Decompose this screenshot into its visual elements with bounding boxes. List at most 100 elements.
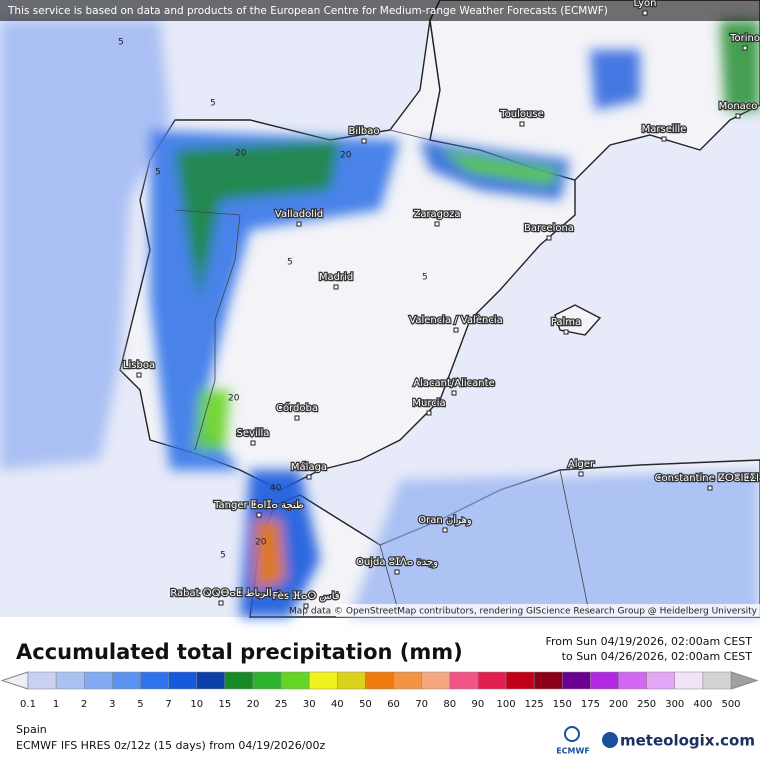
- city-label: Lisboa: [123, 360, 155, 371]
- banner-bg: [0, 0, 760, 21]
- map-credit: Map data © OpenStreetMap contributors, r…: [289, 607, 758, 617]
- legend-under: [0, 671, 29, 690]
- city-label: Alacant/Alicante: [413, 378, 494, 389]
- city-marker: [256, 512, 262, 518]
- city-label: Toulouse: [499, 109, 543, 120]
- contour-label: 40: [270, 484, 282, 494]
- city-label: Fès ⴼⴰⵙ فاس: [272, 590, 339, 602]
- legend-swatch: [477, 671, 507, 690]
- legend-label: 10: [190, 699, 203, 710]
- legend-label: 150: [553, 699, 572, 710]
- legend-swatch: [224, 671, 254, 690]
- legend-label: 50: [359, 699, 372, 710]
- period-from: From Sun 04/19/2026, 02:00am CEST: [545, 635, 752, 648]
- legend-swatch: [618, 671, 647, 690]
- legend-label: 400: [693, 699, 712, 710]
- legend-swatch: [308, 671, 338, 690]
- legend-label: 7: [165, 699, 171, 710]
- city-marker: [296, 221, 302, 227]
- legend-label: 200: [609, 699, 628, 710]
- contour-label: 5: [422, 273, 428, 283]
- legend-swatch: [393, 671, 422, 690]
- city-label: Torino: [729, 33, 760, 44]
- city-label: Bilbao: [348, 126, 379, 137]
- city-label: Oujda ⵓⵊⴷⴰ وجدة: [356, 557, 438, 568]
- legend-label: 70: [415, 699, 428, 710]
- city-marker: [578, 471, 584, 477]
- title: Accumulated total precipitation (mm): [16, 640, 463, 664]
- legend-label: 0.1: [20, 699, 36, 710]
- city-marker: [735, 113, 741, 119]
- contour-label: 5: [118, 38, 124, 48]
- legend-swatch: [140, 671, 169, 690]
- city-marker: [361, 138, 367, 144]
- legend-swatch: [590, 671, 619, 690]
- borders: [174, 129, 591, 618]
- contour-label: 20: [340, 151, 352, 161]
- legend-label: 250: [637, 699, 656, 710]
- city-label: Zaragoza: [413, 209, 460, 220]
- city-marker: [434, 221, 440, 227]
- credit-bg: [336, 604, 760, 617]
- legend-label: 15: [218, 699, 231, 710]
- city-marker: [661, 136, 667, 142]
- city-label: Palma: [551, 317, 581, 328]
- region: Spain: [16, 723, 47, 736]
- city-marker: [707, 485, 713, 491]
- legend-label: 1: [53, 699, 59, 710]
- city-label: Sevilla: [237, 428, 270, 439]
- city-marker: [136, 372, 142, 378]
- city-marker: [294, 415, 300, 421]
- city-marker: [306, 474, 312, 480]
- city-label: Oran وهران: [418, 515, 472, 526]
- city-label: Barcelona: [524, 223, 574, 234]
- city-marker: [303, 603, 309, 609]
- city-marker: [453, 327, 459, 333]
- legend-label: 90: [472, 699, 485, 710]
- legend-label: 30: [303, 699, 316, 710]
- legend-swatch: [252, 671, 282, 690]
- legend-swatch: [83, 671, 113, 690]
- legend-label: 300: [665, 699, 684, 710]
- city-marker: [546, 235, 552, 241]
- city-label: Córdoba: [276, 402, 318, 414]
- contour-label: 20: [228, 394, 240, 404]
- contour-label: 20: [235, 149, 247, 159]
- legend-swatch: [702, 671, 732, 690]
- contour-label: 5: [220, 551, 226, 561]
- city-label: Madrid: [319, 272, 353, 283]
- legend-swatch: [27, 671, 57, 690]
- city-label: Monaco: [719, 101, 758, 112]
- legend-label: 175: [581, 699, 600, 710]
- legend-label: 500: [721, 699, 740, 710]
- city-marker: [642, 10, 648, 16]
- brand-logo: meteologix.com: [620, 732, 755, 750]
- city-marker: [563, 329, 569, 335]
- contour-label: 5: [210, 99, 216, 109]
- legend-swatch: [168, 671, 197, 690]
- city-label: Tanger ⵟⴰⵏⵊⴰ طنجة: [213, 500, 304, 511]
- city-label: Marseille: [642, 124, 687, 135]
- precipitation-field: [0, 20, 760, 617]
- legend-label: 20: [247, 699, 260, 710]
- city-marker: [519, 121, 525, 127]
- city-label: Murcia: [412, 398, 445, 409]
- legend-swatch: [533, 671, 563, 690]
- contour-label: 5: [155, 168, 161, 178]
- legend-over: [730, 671, 759, 690]
- city-label: Málaga: [291, 461, 327, 473]
- model-info: ECMWF IFS HRES 0z/12z (15 days) from 04/…: [16, 739, 326, 752]
- legend-label: 40: [331, 699, 344, 710]
- contour-label: 5: [287, 258, 293, 268]
- legend-label: 60: [387, 699, 400, 710]
- city-marker: [451, 390, 457, 396]
- city-label: Valencia / València: [409, 314, 502, 326]
- legend-label: 100: [496, 699, 515, 710]
- legend-swatch: [674, 671, 704, 690]
- city-marker: [442, 527, 448, 533]
- banner: This service is based on data and produc…: [7, 5, 608, 17]
- legend-label: 2: [81, 699, 87, 710]
- legend-swatch: [449, 671, 479, 690]
- legend-swatch: [55, 671, 85, 690]
